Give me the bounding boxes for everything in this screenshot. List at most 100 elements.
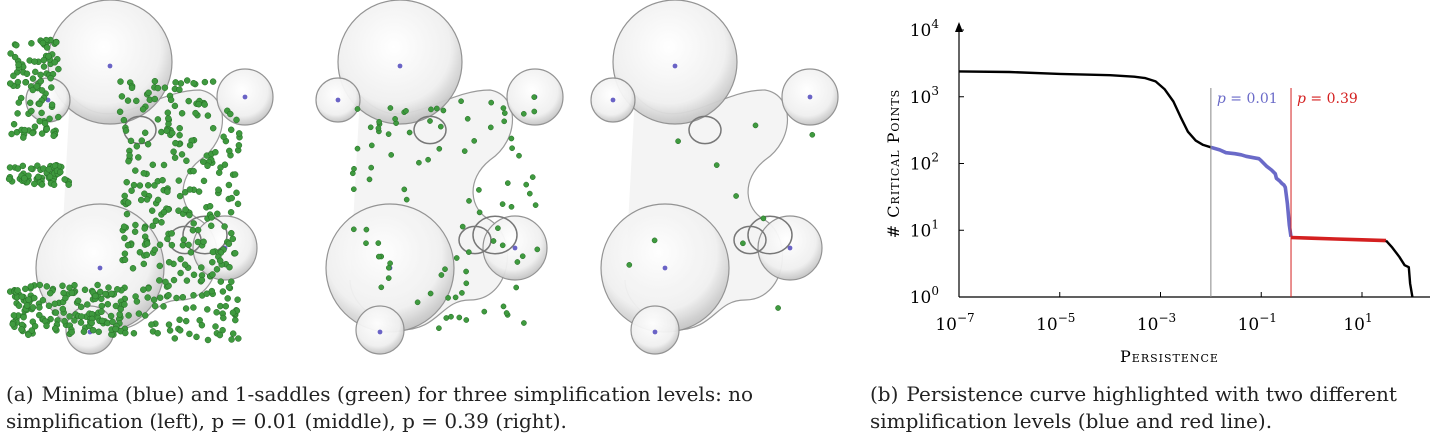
saddle-point xyxy=(18,326,25,333)
saddle-point xyxy=(752,122,759,129)
saddle-point xyxy=(20,134,27,141)
saddle-point xyxy=(121,234,128,242)
saddle-point xyxy=(28,40,35,47)
saddle-point xyxy=(227,110,234,118)
saddle-point xyxy=(43,125,51,133)
saddle-point xyxy=(190,167,197,175)
saddle-point xyxy=(61,317,68,325)
saddle-point xyxy=(29,129,36,137)
minimum-point xyxy=(97,265,103,271)
saddle-point xyxy=(217,278,225,285)
saddle-point xyxy=(487,124,494,131)
x-tick-label: 101 xyxy=(1343,311,1372,335)
saddle-point xyxy=(182,317,190,325)
saddle-point xyxy=(209,78,217,85)
surface-ring xyxy=(733,225,767,255)
saddle-point xyxy=(165,321,173,328)
saddle-point xyxy=(490,238,497,244)
saddle-point xyxy=(23,70,31,78)
saddle-point xyxy=(209,248,217,256)
saddle-point xyxy=(476,187,482,193)
saddle-point xyxy=(77,319,85,326)
saddle-point xyxy=(775,305,781,311)
saddle-point xyxy=(36,311,43,319)
saddle-point xyxy=(121,256,129,264)
saddle-point xyxy=(183,77,191,84)
saddle-point xyxy=(25,331,32,339)
minimum-point xyxy=(377,329,383,335)
saddle-point xyxy=(36,304,43,311)
y-tick-label: 100 xyxy=(910,284,939,308)
saddle-point xyxy=(760,215,767,222)
saddle-point xyxy=(68,289,76,297)
saddle-point xyxy=(195,100,202,108)
figure-a-renderings xyxy=(0,0,840,362)
saddle-point xyxy=(68,328,75,336)
saddle-point xyxy=(39,296,47,304)
saddle-point xyxy=(11,53,19,61)
y-tick-label: 102 xyxy=(910,151,939,175)
saddle-point xyxy=(14,110,21,117)
saddle-point xyxy=(151,302,159,310)
saddle-point xyxy=(733,193,739,199)
saddle-point xyxy=(354,145,361,152)
saddle-point xyxy=(20,313,27,321)
saddle-point xyxy=(154,329,161,337)
saddle-point xyxy=(95,328,102,336)
saddle-point xyxy=(164,235,171,243)
saddle-point xyxy=(46,173,54,180)
saddle-point xyxy=(176,192,184,200)
saddle-point xyxy=(531,94,538,100)
saddle-point xyxy=(217,302,224,310)
saddle-point xyxy=(50,181,58,189)
saddle-point xyxy=(37,71,44,79)
saddle-point xyxy=(133,143,141,150)
saddle-point xyxy=(154,196,162,204)
saddle-point xyxy=(226,263,233,271)
saddle-point xyxy=(81,286,89,294)
saddle-point xyxy=(143,251,151,259)
saddle-point xyxy=(71,281,78,289)
saddle-point xyxy=(66,313,73,320)
saddle-point xyxy=(124,199,132,206)
saddle-point xyxy=(463,317,470,323)
saddle-point xyxy=(175,177,183,184)
saddle-point xyxy=(437,123,444,130)
saddle-point xyxy=(84,301,91,308)
saddle-point xyxy=(466,198,472,204)
saddle-point xyxy=(77,303,85,311)
x-tick-label: 10−5 xyxy=(1036,311,1075,335)
saddle-point xyxy=(132,167,139,174)
surface-ring xyxy=(413,115,447,145)
saddle-point xyxy=(438,272,445,278)
saddle-point xyxy=(176,124,183,132)
saddle-point xyxy=(126,152,133,159)
saddle-point xyxy=(156,294,164,301)
saddle-point xyxy=(168,230,175,237)
saddle-point xyxy=(154,116,162,123)
saddle-point xyxy=(151,77,159,85)
saddle-point xyxy=(231,171,239,178)
saddle-point xyxy=(183,277,191,284)
saddle-point xyxy=(36,281,44,289)
saddle-point xyxy=(18,293,26,300)
saddle-point xyxy=(448,313,454,320)
saddle-point xyxy=(229,330,237,337)
saddle-point xyxy=(401,186,408,193)
saddle-point xyxy=(453,255,460,261)
saddle-point xyxy=(204,306,211,313)
saddle-point xyxy=(151,95,159,103)
minimum-point xyxy=(335,97,341,103)
saddle-point xyxy=(122,127,130,134)
saddle-point xyxy=(463,268,469,275)
saddle-point xyxy=(48,101,56,108)
saddle-point xyxy=(229,309,237,316)
saddle-point xyxy=(15,99,23,106)
saddle-point xyxy=(135,154,142,161)
saddle-point xyxy=(28,327,36,334)
saddle-point xyxy=(133,298,141,305)
saddle-point xyxy=(162,278,169,286)
caption-a-label: (a) xyxy=(6,382,34,406)
saddle-point xyxy=(228,278,235,285)
persistence-series-line xyxy=(1385,239,1414,298)
